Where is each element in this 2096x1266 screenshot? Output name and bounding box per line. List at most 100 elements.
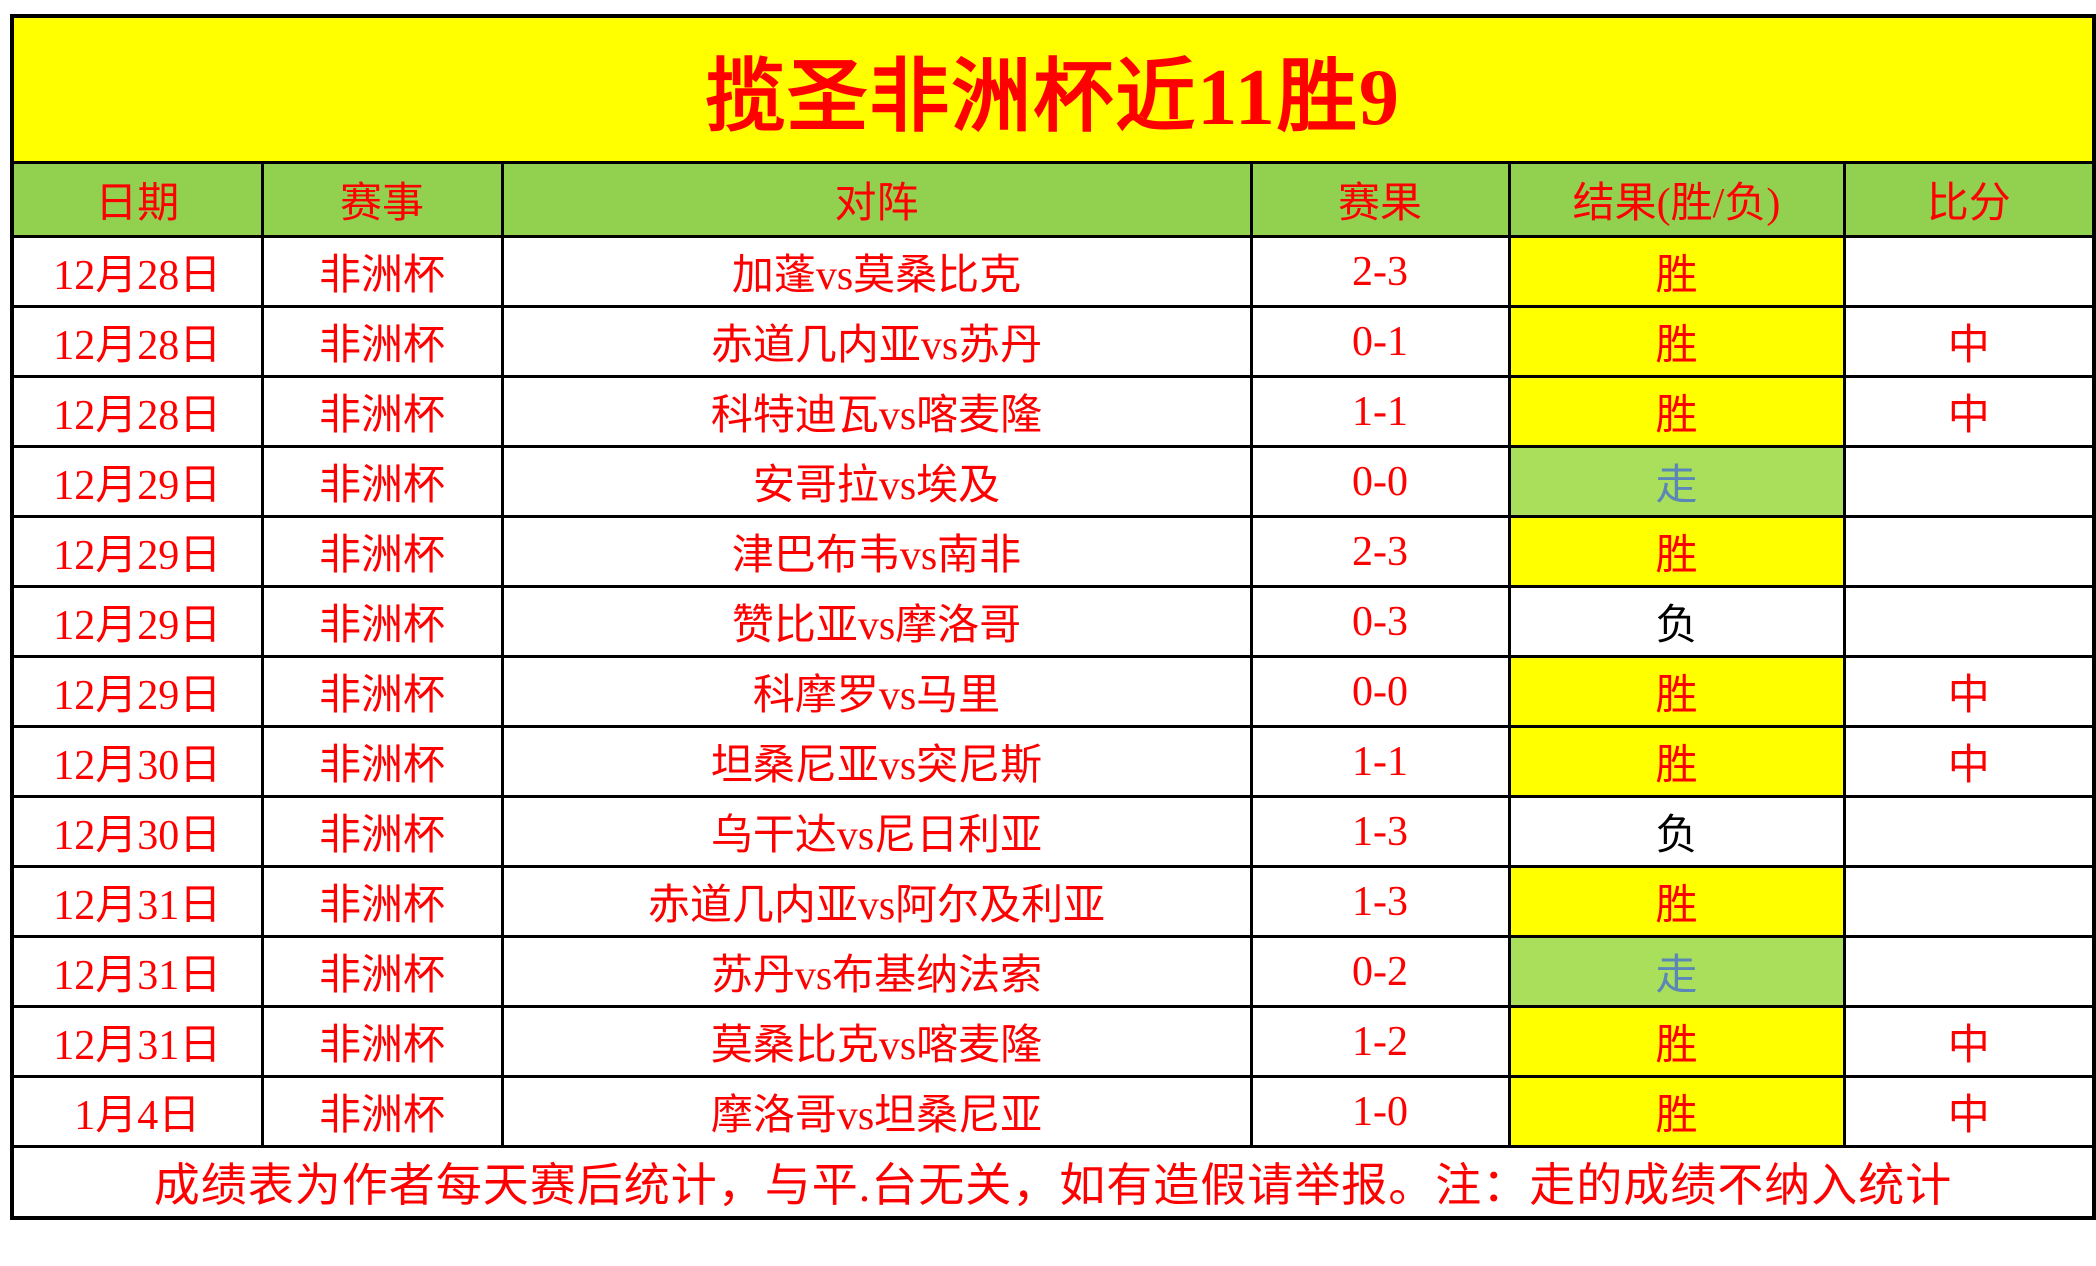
result-cell: 胜	[1507, 725, 1846, 798]
matchup-cell: 加蓬vs莫桑比克	[500, 235, 1253, 308]
result-cell: 胜	[1507, 1005, 1846, 1078]
matchup-cell: 坦桑尼亚vs突尼斯	[500, 725, 1253, 798]
date-cell: 12月29日	[10, 655, 264, 728]
score-cell: 2-3	[1249, 235, 1511, 308]
column-header-score: 赛果	[1249, 161, 1511, 238]
table-row: 12月31日 非洲杯 莫桑比克vs喀麦隆 1-2 胜 中	[10, 1005, 2096, 1078]
hit-cell	[1842, 235, 2096, 308]
hit-cell	[1842, 935, 2096, 1008]
matchup-cell: 莫桑比克vs喀麦隆	[500, 1005, 1253, 1078]
matchup-cell: 安哥拉vs埃及	[500, 445, 1253, 518]
table-row: 12月30日 非洲杯 乌干达vs尼日利亚 1-3 负	[10, 795, 2096, 868]
score-cell: 1-0	[1249, 1075, 1511, 1148]
result-cell: 胜	[1507, 1075, 1846, 1148]
table-row: 1月4日 非洲杯 摩洛哥vs坦桑尼亚 1-0 胜 中	[10, 1075, 2096, 1148]
event-cell: 非洲杯	[260, 585, 504, 658]
header-row: 日期 赛事 对阵 赛果 结果(胜/负) 比分	[10, 161, 2096, 238]
footer-note: 成绩表为作者每天赛后统计，与平.台无关，如有造假请举报。注：走的成绩不纳入统计	[10, 1145, 2096, 1220]
score-cell: 1-3	[1249, 795, 1511, 868]
hit-cell: 中	[1842, 725, 2096, 798]
result-cell: 负	[1507, 795, 1846, 868]
event-cell: 非洲杯	[260, 375, 504, 448]
date-cell: 12月30日	[10, 725, 264, 798]
score-cell: 1-2	[1249, 1005, 1511, 1078]
table-row: 12月28日 非洲杯 加蓬vs莫桑比克 2-3 胜	[10, 235, 2096, 308]
date-cell: 12月29日	[10, 585, 264, 658]
date-cell: 12月28日	[10, 305, 264, 378]
table-row: 12月31日 非洲杯 苏丹vs布基纳法索 0-2 走	[10, 935, 2096, 1008]
event-cell: 非洲杯	[260, 305, 504, 378]
hit-cell: 中	[1842, 1005, 2096, 1078]
matchup-cell: 摩洛哥vs坦桑尼亚	[500, 1075, 1253, 1148]
hit-cell	[1842, 585, 2096, 658]
hit-cell: 中	[1842, 1075, 2096, 1148]
result-cell: 胜	[1507, 865, 1846, 938]
result-cell: 走	[1507, 445, 1846, 518]
hit-cell: 中	[1842, 305, 2096, 378]
event-cell: 非洲杯	[260, 795, 504, 868]
hit-cell	[1842, 515, 2096, 588]
result-cell: 胜	[1507, 375, 1846, 448]
score-cell: 0-0	[1249, 445, 1511, 518]
date-cell: 1月4日	[10, 1075, 264, 1148]
title-banner: 揽圣非洲杯近11胜9	[10, 14, 2096, 164]
matchup-cell: 赞比亚vs摩洛哥	[500, 585, 1253, 658]
score-cell: 1-1	[1249, 725, 1511, 798]
event-cell: 非洲杯	[260, 445, 504, 518]
hit-cell	[1842, 795, 2096, 868]
matchup-cell: 科特迪瓦vs喀麦隆	[500, 375, 1253, 448]
column-header-date: 日期	[10, 161, 264, 238]
column-header-result: 结果(胜/负)	[1507, 161, 1846, 238]
event-cell: 非洲杯	[260, 515, 504, 588]
matchup-cell: 津巴布韦vs南非	[500, 515, 1253, 588]
table-row: 12月31日 非洲杯 赤道几内亚vs阿尔及利亚 1-3 胜	[10, 865, 2096, 938]
event-cell: 非洲杯	[260, 935, 504, 1008]
hit-cell: 中	[1842, 375, 2096, 448]
table-row: 12月30日 非洲杯 坦桑尼亚vs突尼斯 1-1 胜 中	[10, 725, 2096, 798]
date-cell: 12月28日	[10, 375, 264, 448]
table-row: 12月29日 非洲杯 科摩罗vs马里 0-0 胜 中	[10, 655, 2096, 728]
score-cell: 0-3	[1249, 585, 1511, 658]
score-cell: 0-0	[1249, 655, 1511, 728]
matchup-cell: 乌干达vs尼日利亚	[500, 795, 1253, 868]
table-row: 12月28日 非洲杯 科特迪瓦vs喀麦隆 1-1 胜 中	[10, 375, 2096, 448]
matchup-cell: 科摩罗vs马里	[500, 655, 1253, 728]
event-cell: 非洲杯	[260, 655, 504, 728]
score-cell: 2-3	[1249, 515, 1511, 588]
date-cell: 12月31日	[10, 1005, 264, 1078]
event-cell: 非洲杯	[260, 865, 504, 938]
date-cell: 12月30日	[10, 795, 264, 868]
footer-row: 成绩表为作者每天赛后统计，与平.台无关，如有造假请举报。注：走的成绩不纳入统计	[10, 1145, 2096, 1220]
matchup-cell: 赤道几内亚vs苏丹	[500, 305, 1253, 378]
table-row: 12月29日 非洲杯 安哥拉vs埃及 0-0 走	[10, 445, 2096, 518]
event-cell: 非洲杯	[260, 1075, 504, 1148]
result-cell: 胜	[1507, 515, 1846, 588]
date-cell: 12月29日	[10, 445, 264, 518]
score-cell: 0-1	[1249, 305, 1511, 378]
page-title: 揽圣非洲杯近11胜9	[10, 14, 2096, 164]
event-cell: 非洲杯	[260, 1005, 504, 1078]
date-cell: 12月31日	[10, 865, 264, 938]
results-table: 揽圣非洲杯近11胜9 日期 赛事 对阵 赛果 结果(胜/负) 比分 12月28日…	[10, 14, 2096, 1220]
score-cell: 0-2	[1249, 935, 1511, 1008]
matchup-cell: 赤道几内亚vs阿尔及利亚	[500, 865, 1253, 938]
column-header-hit: 比分	[1842, 161, 2096, 238]
column-header-matchup: 对阵	[500, 161, 1253, 238]
table-row: 12月29日 非洲杯 津巴布韦vs南非 2-3 胜	[10, 515, 2096, 588]
result-cell: 胜	[1507, 305, 1846, 378]
matchup-cell: 苏丹vs布基纳法索	[500, 935, 1253, 1008]
score-cell: 1-1	[1249, 375, 1511, 448]
hit-cell	[1842, 445, 2096, 518]
date-cell: 12月28日	[10, 235, 264, 308]
score-cell: 1-3	[1249, 865, 1511, 938]
hit-cell	[1842, 865, 2096, 938]
result-cell: 负	[1507, 585, 1846, 658]
table-row: 12月29日 非洲杯 赞比亚vs摩洛哥 0-3 负	[10, 585, 2096, 658]
table-row: 12月28日 非洲杯 赤道几内亚vs苏丹 0-1 胜 中	[10, 305, 2096, 378]
column-header-event: 赛事	[260, 161, 504, 238]
date-cell: 12月31日	[10, 935, 264, 1008]
event-cell: 非洲杯	[260, 235, 504, 308]
result-cell: 胜	[1507, 235, 1846, 308]
results-sheet: 揽圣非洲杯近11胜9 日期 赛事 对阵 赛果 结果(胜/负) 比分 12月28日…	[10, 14, 2096, 1220]
